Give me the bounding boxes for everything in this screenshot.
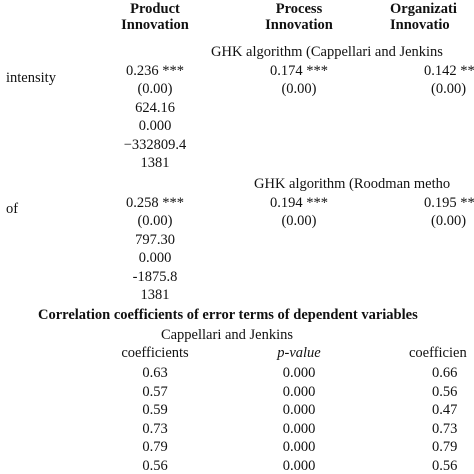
correlation-cell-pvalue: 0.000 (282, 439, 316, 455)
section2-pval-organizational: (0.00) (431, 213, 467, 229)
correlation-cell-coef: 0.59 (142, 402, 168, 418)
section1-coef-process: 0.174 *** (270, 63, 328, 79)
correlation-cell-pvalue: 0.000 (282, 384, 316, 400)
section1-stat-chi2: 624.16 (135, 100, 175, 116)
correlation-cell-coef: 0.73 (142, 421, 168, 437)
section1-pval-organizational: (0.00) (431, 81, 467, 97)
section2-row-label: of (6, 201, 19, 217)
correlation-cell-coef-2: 0.79 (432, 439, 458, 455)
correlation-cell-coef-2: 0.56 (432, 458, 458, 474)
section2-stat-loglik: -1875.8 (132, 269, 178, 285)
section1-row-label: intensity (6, 70, 56, 86)
correlation-cell-coef-2: 0.73 (432, 421, 458, 437)
section2-pval-product: (0.00) (137, 213, 173, 229)
correlation-cell-coef-2: 0.56 (432, 384, 458, 400)
header-process-line2: Innovation (265, 17, 333, 33)
section1-pval-process: (0.00) (281, 81, 317, 97)
section1-method-heading: GHK algorithm (Cappellari and Jenkins (211, 44, 443, 60)
section2-method-heading: GHK algorithm (Roodman metho (254, 176, 451, 192)
correlation-cell-pvalue: 0.000 (282, 365, 316, 381)
correlation-col-pvalue: p-value (277, 345, 321, 361)
section1-stat-prob: 0.000 (138, 118, 172, 134)
correlation-cell-coef: 0.79 (142, 439, 168, 455)
section1-coef-product: 0.236 *** (126, 63, 184, 79)
correlation-cell-pvalue: 0.000 (282, 421, 316, 437)
correlation-title: Correlation coefficients of error terms … (38, 307, 418, 323)
correlation-col-coefficients: coefficients (121, 345, 189, 361)
correlation-cell-coef-2: 0.66 (432, 365, 458, 381)
correlation-cell-coef: 0.63 (142, 365, 168, 381)
header-process-line1: Process (275, 1, 323, 17)
section2-stat-prob: 0.000 (138, 250, 172, 266)
correlation-cell-pvalue: 0.000 (282, 402, 316, 418)
section2-coef-process: 0.194 *** (270, 195, 328, 211)
header-product-line2: Innovation (121, 17, 189, 33)
section2-coef-product: 0.258 *** (126, 195, 184, 211)
section1-pval-product: (0.00) (137, 81, 173, 97)
correlation-cell-coef: 0.57 (142, 384, 168, 400)
correlation-col-coefficients-2: coefficien (409, 345, 467, 361)
section1-stat-loglik: −332809.4 (123, 137, 187, 153)
header-organizational-line1: Organizati (390, 1, 457, 17)
correlation-cell-pvalue: 0.000 (282, 458, 316, 474)
correlation-cell-coef: 0.56 (142, 458, 168, 474)
correlation-cell-coef-2: 0.47 (432, 402, 458, 418)
header-product-line1: Product (130, 1, 180, 17)
section1-coef-organizational: 0.142 *** (424, 63, 474, 79)
header-organizational-line2: Innovatio (390, 17, 450, 33)
correlation-subheading: Cappellari and Jenkins (160, 327, 294, 343)
section2-coef-organizational: 0.195 *** (424, 195, 474, 211)
section2-pval-process: (0.00) (281, 213, 317, 229)
section1-stat-obs: 1381 (140, 155, 170, 171)
section2-stat-chi2: 797.30 (135, 232, 175, 248)
section2-stat-obs: 1381 (140, 287, 170, 303)
